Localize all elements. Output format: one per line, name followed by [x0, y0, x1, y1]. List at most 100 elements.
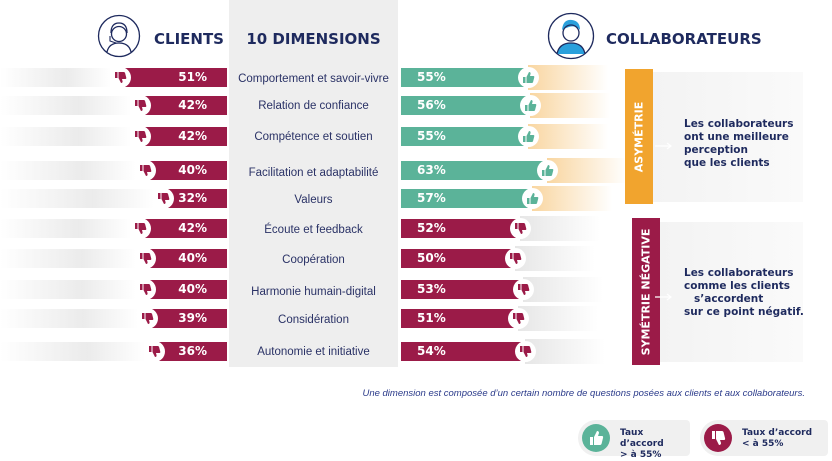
dimensions-panel [229, 0, 398, 367]
client-value: 40% [178, 282, 207, 296]
thumb-down-icon [109, 67, 131, 88]
callout-line: que les clients [684, 157, 770, 169]
collaborator-value: 53% [417, 282, 446, 296]
thumb-down-icon [704, 424, 732, 452]
asymetrie-callout-panel [653, 72, 803, 202]
client-bar: 40% [134, 160, 227, 181]
client-bar: 40% [134, 279, 227, 300]
collaborator-value: 55% [417, 129, 446, 143]
thumb-down-icon [130, 126, 152, 147]
collaborator-bar: 50% [401, 248, 527, 269]
thumb-down-icon [137, 308, 159, 329]
client-bar-track [0, 309, 139, 328]
dimension-label: Coopération [282, 254, 345, 266]
symetrie-negative-band: SYMÉTRIE NÉGATIVE [632, 218, 660, 365]
client-value: 42% [178, 98, 207, 112]
collaborator-bar-glow [520, 216, 601, 241]
callout-line: sur ce point négatif. [684, 306, 804, 318]
client-value: 40% [178, 251, 207, 265]
collaborator-bar-glow [529, 93, 610, 118]
dimension-label: Écoute et feedback [264, 224, 363, 236]
client-value: 51% [178, 70, 207, 84]
dimension-label: Valeurs [294, 194, 333, 206]
thumb-up-icon [519, 95, 541, 116]
dimension-label: Compétence et soutien [254, 131, 373, 143]
collaborator-value: 57% [417, 191, 446, 205]
thumb-down-icon [510, 218, 532, 239]
symetrie-callout: Les collaborateurs comme les clients s’a… [684, 267, 804, 319]
footnote: Une dimension est composée d’un certain … [362, 388, 805, 399]
collaborator-value: 54% [417, 344, 446, 358]
client-value: 42% [178, 129, 207, 143]
client-bar: 39% [137, 308, 227, 329]
client-bar-track [0, 96, 132, 115]
collaborator-value: 52% [417, 221, 446, 235]
client-bar-track [0, 161, 136, 180]
collaborator-bar-glow [517, 306, 598, 331]
dimension-label: Autonomie et initiative [257, 346, 370, 358]
client-bar-track [0, 127, 132, 146]
callout-line: ont une meilleure [684, 131, 789, 143]
client-bar-track [0, 68, 111, 87]
thumb-up-icon [522, 188, 544, 209]
collaborator-bar-glow [527, 65, 608, 90]
dimension-label: Facilitation et adaptabilité [248, 167, 379, 179]
collaborator-bar: 55% [401, 126, 539, 147]
collaborator-bar-glow [525, 339, 606, 364]
callout-line: Les collaborateurs [684, 267, 794, 279]
thumb-down-icon [515, 341, 537, 362]
callout-line: perception [684, 144, 748, 156]
client-bar-track [0, 219, 132, 238]
collaborator-bar-glow [532, 186, 613, 211]
dimensions-heading: 10 DIMENSIONS [246, 30, 381, 48]
asymetrie-band-label: ASYMÉTRIE [632, 101, 646, 172]
legend-disagree-line2: < à 55% [742, 439, 784, 449]
collaborator-bar: 54% [401, 341, 537, 362]
client-bar: 42% [130, 95, 227, 116]
dimension-label: Relation de confiance [258, 100, 369, 112]
collaborator-bar: 55% [401, 67, 539, 88]
thumb-down-icon [130, 218, 152, 239]
client-value: 36% [178, 344, 207, 358]
client-bar: 36% [144, 341, 227, 362]
collaborator-bar: 53% [401, 279, 534, 300]
client-bar: 42% [130, 126, 227, 147]
thumb-down-icon [505, 248, 527, 269]
collaborateurs-heading: COLLABORATEURS [606, 30, 762, 48]
dimension-label: Considération [278, 314, 349, 326]
symetrie-callout-panel [660, 222, 803, 362]
collaborator-bar: 56% [401, 95, 541, 116]
clients-heading: CLIENTS [154, 30, 224, 48]
client-bar: 42% [130, 218, 227, 239]
client-value: 42% [178, 221, 207, 235]
collaborator-avatar-icon [547, 12, 595, 60]
client-bar: 40% [134, 248, 227, 269]
thumb-down-icon [130, 95, 152, 116]
collaborator-bar-glow [522, 277, 603, 302]
asymetrie-arrow-icon [655, 137, 673, 155]
client-value: 39% [178, 311, 207, 325]
callout-line: Les collaborateurs [684, 118, 794, 130]
thumb-down-icon [134, 248, 156, 269]
collaborator-bar-glow [527, 124, 608, 149]
client-bar-track [0, 249, 136, 268]
client-bar-track [0, 189, 155, 208]
callout-line: comme les clients [684, 280, 791, 292]
dimension-label: Harmonie humain-digital [251, 286, 376, 298]
symetrie-arrow-icon [655, 288, 673, 306]
callout-line: s’accordent [694, 293, 764, 305]
collaborator-value: 55% [417, 70, 446, 84]
collaborator-value: 50% [417, 251, 446, 265]
thumb-up-icon [517, 67, 539, 88]
legend-disagree: Taux d’accord < à 55% [700, 420, 828, 456]
collaborator-bar: 51% [401, 308, 529, 329]
legend-disagree-line1: Taux d’accord [742, 428, 813, 438]
asymetrie-band: ASYMÉTRIE [625, 69, 653, 204]
client-value: 32% [178, 191, 207, 205]
collaborator-bar: 63% [401, 160, 559, 181]
thumb-down-icon [507, 308, 529, 329]
legend-agree-line1: Taux d’accord [620, 428, 664, 449]
collaborator-value: 56% [417, 98, 446, 112]
thumb-down-icon [134, 279, 156, 300]
thumb-down-icon [134, 160, 156, 181]
